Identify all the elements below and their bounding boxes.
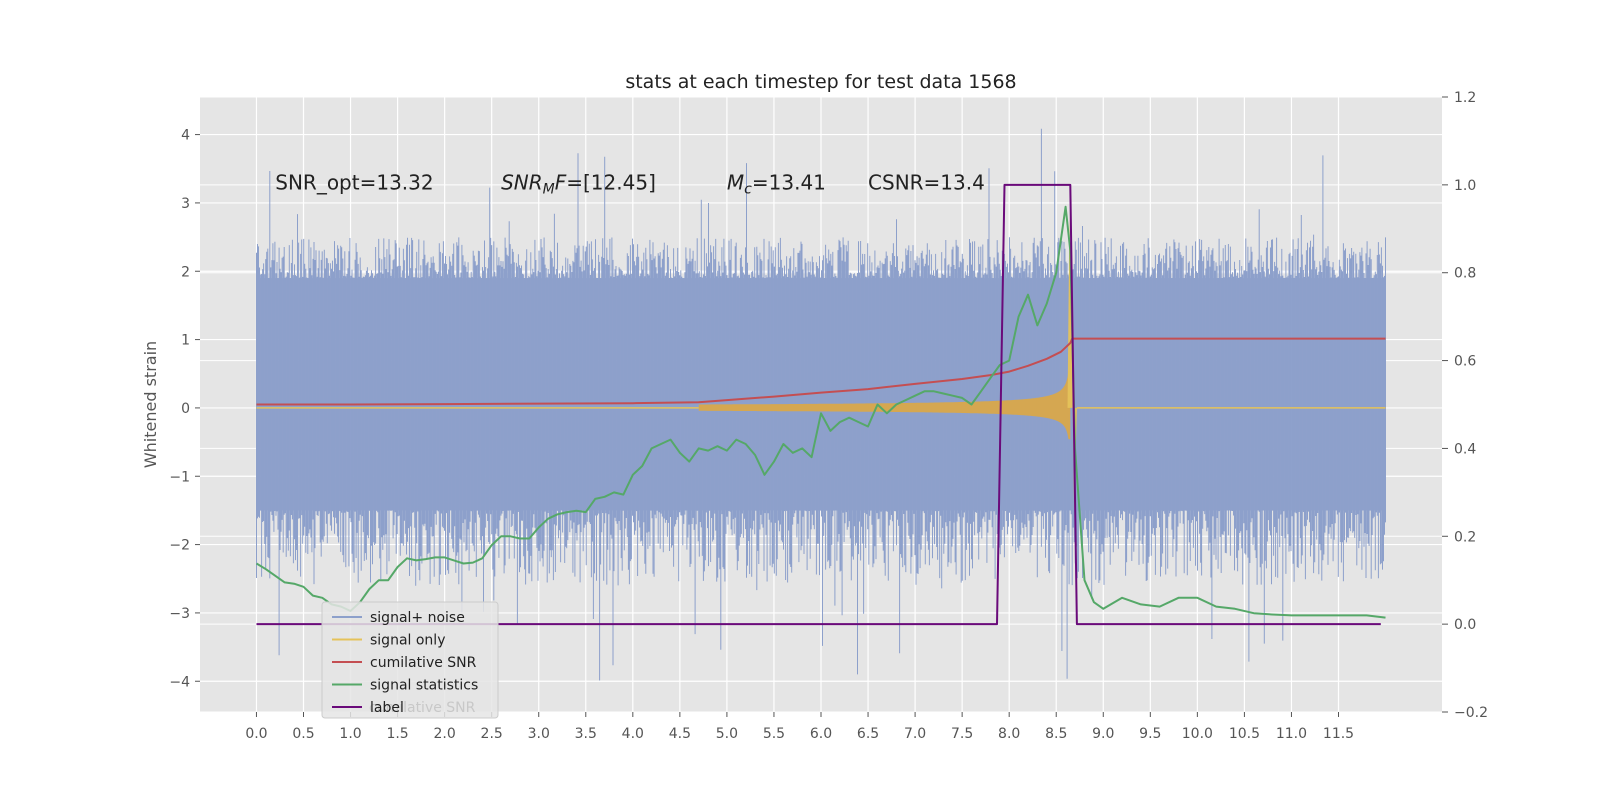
y2-tick-label: −0.2 [1454, 705, 1488, 721]
y-tick-label: 3 [181, 196, 190, 212]
y2-tick-label: 0.2 [1454, 529, 1476, 545]
y-axis-title: Whitened strain [141, 341, 160, 468]
x-tick-label: 8.5 [1045, 726, 1067, 742]
x-tick-label: 2.5 [481, 726, 503, 742]
x-tick-label: 9.5 [1139, 726, 1161, 742]
x-tick-label: 0.5 [292, 726, 314, 742]
signal-statistics-line [255, 205, 1386, 619]
y-tick-label: −2 [169, 538, 190, 554]
lines-layer [255, 183, 1386, 626]
y-tick-label: 0 [181, 401, 190, 417]
noise-band-layer [256, 128, 1386, 681]
x-tick-label: 8.0 [998, 726, 1020, 742]
y2-tick-label: 0.6 [1454, 354, 1476, 370]
x-tick-label: 11.0 [1276, 726, 1307, 742]
legend-ghost-text: cumilative SNR [369, 700, 476, 716]
x-tick-label: 7.0 [904, 726, 926, 742]
annotation-2: SNRMF=[12.45] [501, 170, 656, 197]
x-tick-label: 6.5 [857, 726, 879, 742]
y2-tick-label: 0.0 [1454, 617, 1476, 633]
x-tick-label: 1.5 [386, 726, 408, 742]
x-tick-label: 3.5 [575, 726, 597, 742]
axis-layer: 0.0 0.5 1.0 1.5 2.0 2.5 3.0 3.5 4.0 4.5 5.0 5.5 6.0 6… [169, 90, 1488, 742]
x-tick-label: 0.0 [245, 726, 267, 742]
x-tick-label: 3.0 [528, 726, 550, 742]
signal-noise-trace [256, 128, 1386, 681]
legend-label: cumilative SNR [370, 655, 477, 671]
x-tick-label: 2.0 [434, 726, 456, 742]
annotation-4: CSNR=13.4 [868, 170, 985, 194]
y2-tick-label: 0.8 [1454, 266, 1476, 282]
signal-only-envelope [698, 371, 1071, 440]
y-tick-label: 2 [181, 264, 190, 280]
x-tick-label: 10.5 [1229, 726, 1260, 742]
legend-label: signal statistics [370, 678, 478, 694]
y-tick-label: −1 [169, 469, 190, 485]
x-tick-label: 9.0 [1092, 726, 1114, 742]
y2-tick-label: 1.0 [1454, 178, 1476, 194]
x-tick-label: 4.0 [622, 726, 644, 742]
y-tick-label: −4 [169, 674, 190, 690]
x-tick-label: 5.5 [763, 726, 785, 742]
legend-label: label [370, 700, 404, 716]
x-tick-label: 11.5 [1323, 726, 1354, 742]
x-tick-label: 4.5 [669, 726, 691, 742]
annotation-1: SNR_opt=13.32 [275, 170, 433, 194]
x-tick-label: 7.5 [951, 726, 973, 742]
y2-tick-label: 1.2 [1454, 90, 1476, 106]
legend-box [321, 601, 499, 719]
x-tick-label: 5.0 [716, 726, 738, 742]
x-tick-label: 6.0 [810, 726, 832, 742]
annotation-3: Mc=13.41 [727, 170, 826, 197]
y-tick-label: 1 [181, 333, 190, 349]
legend: cumilative SNR signal+ noise signal only cu… [321, 601, 499, 719]
x-tick-label: 1.0 [339, 726, 361, 742]
legend-label: signal+ noise [370, 610, 465, 626]
legend-label: signal only [370, 633, 445, 649]
annotation-layer: SNR_opt=13.32 SNRMF=[12.45] Mc=13.41 CSNR=1… [275, 170, 985, 197]
cumulative-snr-line [256, 337, 1386, 406]
chart-title: stats at each timestep for test data 156… [625, 71, 1016, 93]
label-line [256, 183, 1381, 626]
y-tick-label: −3 [169, 606, 190, 622]
y-tick-label: 4 [181, 128, 190, 144]
x-tick-label: 10.0 [1182, 726, 1213, 742]
y2-tick-label: 0.4 [1454, 441, 1476, 457]
